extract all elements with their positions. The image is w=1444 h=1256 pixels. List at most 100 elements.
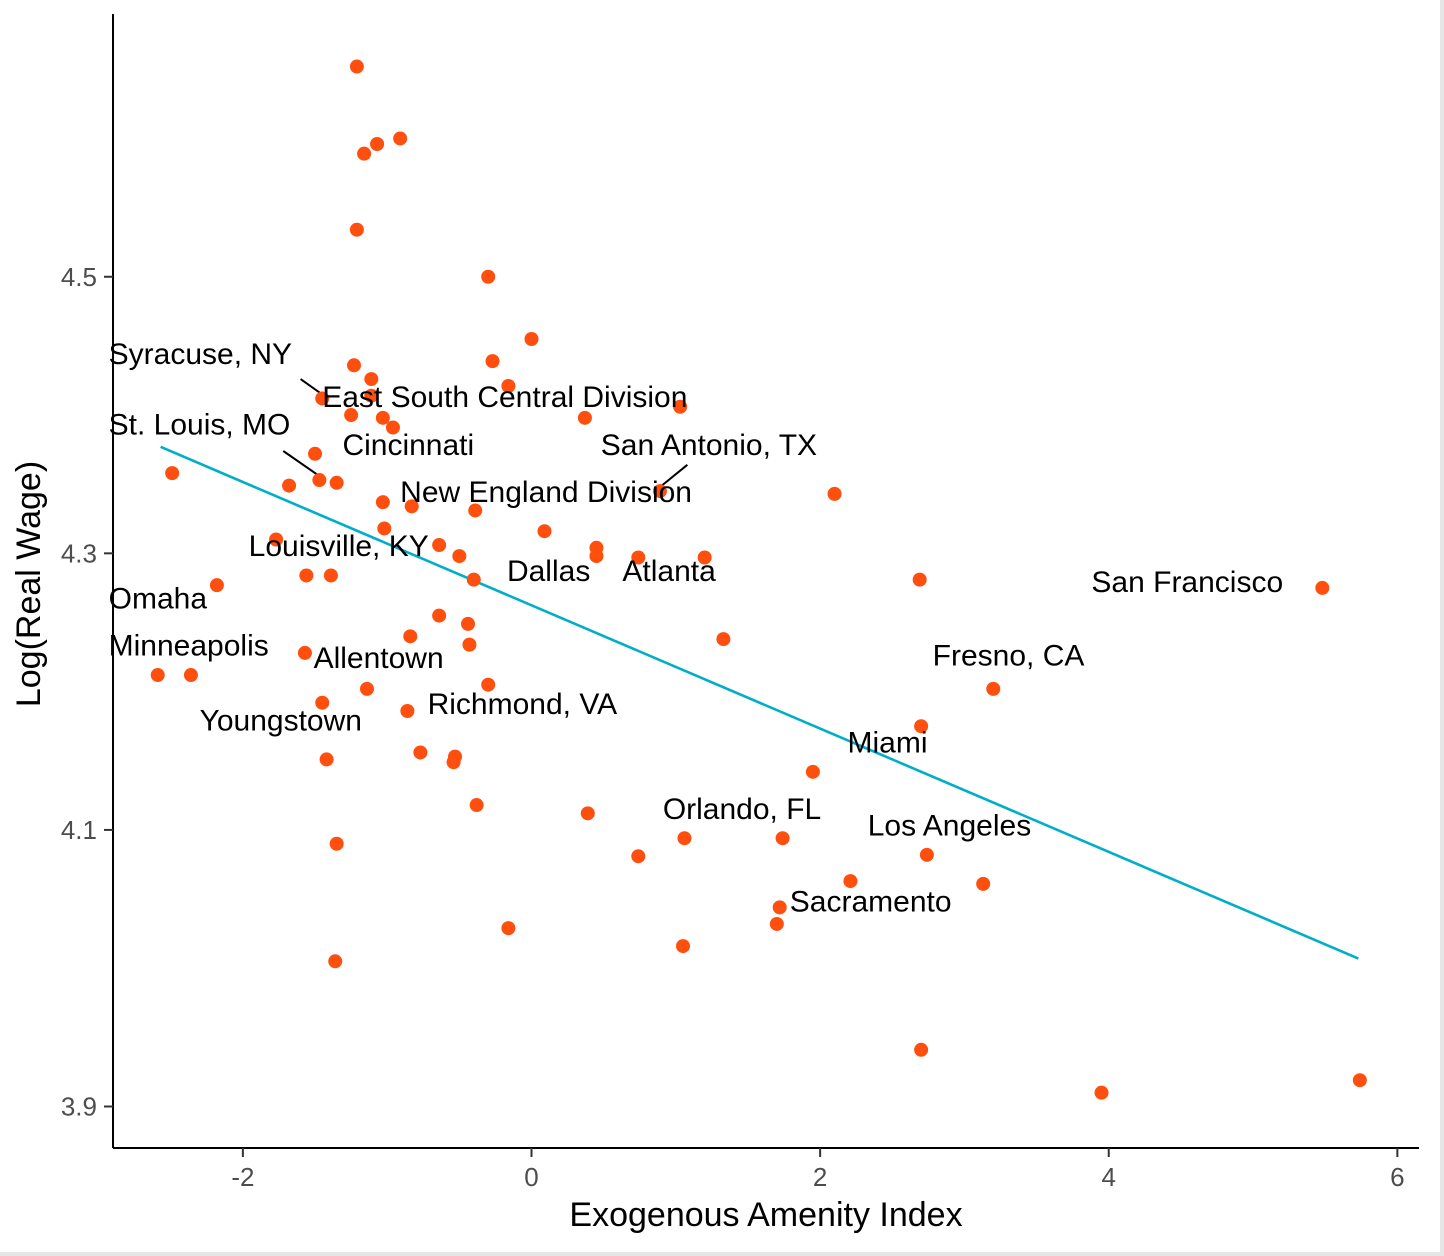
annotation-leader-line — [282, 450, 320, 477]
city-label: Los Angeles — [868, 809, 1031, 842]
data-point — [462, 637, 477, 652]
city-label: Dallas — [507, 555, 590, 588]
x-tick-label: 4 — [1102, 1162, 1116, 1192]
data-point — [364, 388, 379, 403]
city-label: Cincinnati — [342, 429, 474, 462]
data-point — [677, 831, 692, 846]
data-point — [209, 578, 224, 593]
data-point — [1352, 1073, 1367, 1088]
city-label: Allentown — [314, 642, 444, 675]
data-point — [805, 764, 820, 779]
data-point — [537, 524, 552, 539]
data-point — [468, 503, 483, 518]
data-point — [652, 484, 667, 499]
data-point — [697, 550, 712, 565]
city-label: Orlando, FL — [663, 793, 821, 826]
data-point — [461, 616, 476, 631]
x-tick-label: 2 — [813, 1162, 827, 1192]
data-point — [589, 549, 604, 564]
data-point — [346, 358, 361, 373]
data-point — [843, 874, 858, 889]
data-point — [481, 677, 496, 692]
data-point — [404, 499, 419, 514]
data-point — [827, 486, 842, 501]
data-point — [524, 331, 539, 346]
data-point — [315, 391, 330, 406]
city-label: Richmond, VA — [428, 688, 618, 721]
data-point — [357, 146, 372, 161]
data-point — [976, 876, 991, 891]
data-point — [446, 755, 461, 770]
data-point — [775, 831, 790, 846]
data-point — [1094, 1085, 1109, 1100]
data-point — [673, 399, 688, 414]
data-point — [282, 478, 297, 493]
city-label: Syracuse, NY — [109, 338, 292, 371]
city-label: Atlanta — [622, 555, 716, 588]
data-point — [631, 550, 646, 565]
city-label: Youngstown — [200, 704, 362, 737]
data-point — [403, 629, 418, 644]
data-point — [393, 131, 408, 146]
regression-line — [160, 445, 1359, 960]
x-tick-label: 0 — [524, 1162, 538, 1192]
data-point — [772, 900, 787, 915]
points-layer — [150, 59, 1367, 1100]
data-point — [269, 532, 284, 547]
x-axis-title: Exogenous Amenity Index — [569, 1196, 962, 1234]
data-point — [359, 681, 374, 696]
y-tick-label: 3.9 — [61, 1092, 97, 1122]
y-tick-label: 4.3 — [61, 538, 97, 568]
fit-line-layer — [160, 445, 1359, 960]
x-tick-label: -2 — [231, 1162, 254, 1192]
data-point — [385, 420, 400, 435]
annotation-labels: Syracuse, NY East South Central Division S… — [109, 338, 1283, 919]
y-tick-label: 4.5 — [61, 262, 97, 292]
data-point — [377, 521, 392, 536]
annotation-leaders — [282, 378, 688, 488]
y-axis-ticks: 3.9 4.1 4.3 4.5 — [61, 262, 113, 1122]
data-point — [466, 572, 481, 587]
data-point — [319, 752, 334, 767]
data-point — [452, 549, 467, 564]
city-label: Sacramento — [790, 886, 952, 919]
window-right-edge — [1440, 0, 1444, 1256]
data-point — [323, 568, 338, 583]
data-point — [580, 806, 595, 821]
data-point — [312, 473, 327, 488]
city-label: San Francisco — [1091, 566, 1283, 599]
data-point — [370, 136, 385, 151]
city-label: Minneapolis — [109, 630, 269, 663]
city-label: Miami — [848, 726, 928, 759]
y-axis-title: Log(Real Wage) — [10, 461, 48, 707]
data-point — [329, 475, 344, 490]
data-point — [501, 379, 516, 394]
city-label: St. Louis, MO — [109, 408, 291, 441]
data-point — [375, 410, 390, 425]
data-point — [183, 668, 198, 683]
data-point — [297, 645, 312, 660]
data-point — [328, 954, 343, 969]
data-point — [501, 921, 516, 936]
x-tick-label: 6 — [1390, 1162, 1404, 1192]
annotation-leader-line — [300, 378, 323, 396]
data-point — [469, 798, 484, 813]
data-point — [577, 410, 592, 425]
annotation-leader-line — [659, 464, 688, 488]
data-point — [485, 354, 500, 369]
data-point — [364, 372, 379, 387]
data-point — [481, 269, 496, 284]
data-point — [912, 572, 927, 587]
city-label: Omaha — [109, 583, 208, 616]
x-axis-ticks: -2 0 2 4 6 — [231, 1148, 1405, 1192]
data-point — [344, 408, 359, 423]
data-point — [329, 836, 344, 851]
data-point — [349, 222, 364, 237]
data-point — [769, 916, 784, 931]
data-point — [413, 745, 428, 760]
city-label: Louisville, KY — [249, 530, 429, 563]
city-label: San Antonio, TX — [601, 429, 817, 462]
data-point — [165, 466, 180, 481]
